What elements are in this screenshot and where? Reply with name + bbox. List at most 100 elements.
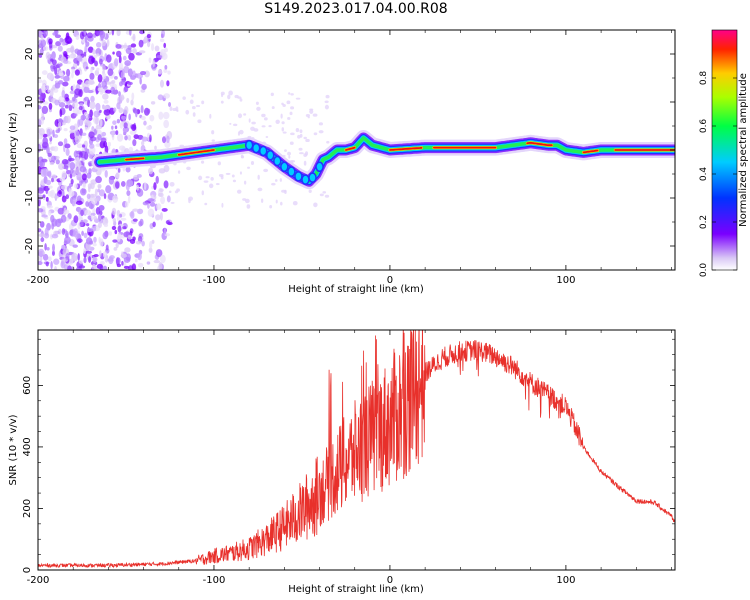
noise-speckle — [164, 233, 171, 237]
noise-speckle — [111, 80, 116, 84]
noise-speckle — [72, 84, 76, 92]
noise-speckle — [105, 244, 109, 251]
noise-speckle — [80, 209, 84, 217]
noise-speckle — [48, 170, 52, 179]
noise-speckle — [38, 194, 43, 201]
noise-speckle — [270, 92, 274, 97]
noise-speckle — [46, 145, 50, 155]
noise-speckle — [65, 115, 71, 124]
noise-speckle — [108, 256, 114, 265]
noise-speckle — [61, 170, 67, 179]
noise-speckle — [88, 256, 92, 263]
noise-speckle — [148, 247, 153, 253]
noise-speckle — [87, 79, 95, 85]
noise-speckle — [98, 236, 101, 244]
y-tick-label: 0 — [24, 147, 35, 153]
ridge-core — [582, 149, 599, 154]
noise-speckle — [71, 255, 78, 262]
noise-speckle — [41, 70, 48, 75]
noise-speckle — [79, 102, 84, 107]
noise-speckle — [116, 133, 124, 142]
noise-speckle — [78, 118, 84, 126]
noise-speckle — [122, 226, 127, 230]
noise-speckle — [53, 145, 59, 152]
noise-speckle — [325, 94, 330, 99]
noise-speckle — [38, 79, 43, 84]
noise-speckle — [127, 68, 133, 77]
noise-speckle — [60, 214, 67, 223]
noise-speckle — [130, 210, 135, 219]
snr-plot-area — [38, 330, 675, 570]
snr-x-ticks: -200 -100 0 100 — [27, 330, 672, 586]
noise-speckle — [118, 62, 124, 71]
noise-speckle — [163, 180, 169, 189]
noise-speckle — [85, 41, 90, 47]
noise-speckle — [81, 132, 87, 136]
ridge-blob — [258, 145, 268, 157]
noise-speckle — [50, 214, 55, 223]
noise-speckle — [125, 182, 130, 191]
noise-speckle — [247, 166, 251, 169]
noise-speckle — [73, 215, 79, 223]
noise-speckle — [138, 50, 146, 54]
noise-speckle — [57, 141, 64, 147]
noise-speckle — [309, 109, 314, 114]
noise-speckle — [76, 143, 83, 149]
noise-speckle — [154, 145, 157, 151]
noise-speckle — [105, 185, 112, 194]
noise-speckle — [83, 257, 87, 264]
noise-speckle — [111, 131, 115, 138]
noise-speckle — [65, 97, 70, 102]
noise-speckle — [53, 195, 60, 199]
noise-speckle — [269, 205, 273, 209]
y-tick-label: 20 — [24, 48, 35, 61]
noise-speckle — [139, 30, 145, 35]
noise-speckle — [42, 46, 49, 51]
noise-speckle — [122, 55, 127, 61]
ridge-blob — [308, 172, 317, 183]
noise-speckle — [256, 106, 261, 111]
noise-speckle — [257, 187, 263, 192]
noise-speckle — [115, 50, 122, 58]
noise-speckle — [58, 119, 64, 123]
noise-speckle — [107, 141, 112, 147]
noise-speckle — [93, 236, 97, 243]
noise-speckle — [158, 111, 164, 120]
noise-speckle — [42, 194, 46, 199]
noise-speckle — [237, 131, 241, 136]
noise-speckle — [61, 258, 66, 262]
noise-speckle — [97, 74, 103, 83]
noise-speckle — [59, 37, 64, 43]
noise-speckle — [324, 100, 329, 104]
noise-speckle — [140, 105, 144, 114]
noise-speckle — [110, 86, 116, 95]
snr-frame — [37, 329, 676, 571]
noise-speckle — [99, 109, 102, 113]
noise-speckle — [116, 263, 121, 268]
noise-speckle — [284, 149, 287, 152]
noise-speckle — [51, 51, 56, 60]
noise-speckle — [88, 131, 95, 139]
noise-speckle — [55, 41, 62, 47]
noise-speckle — [48, 102, 53, 110]
noise-speckle — [113, 58, 119, 67]
noise-speckle — [38, 119, 42, 126]
noise-speckle — [228, 90, 233, 96]
noise-speckle — [84, 126, 88, 131]
noise-speckle — [120, 217, 127, 221]
noise-speckle — [313, 132, 318, 136]
noise-speckle — [41, 79, 47, 87]
noise-speckle — [101, 39, 107, 47]
noise-speckle — [163, 93, 170, 99]
noise-speckle — [74, 69, 80, 76]
noise-speckle — [143, 181, 147, 191]
noise-speckle — [290, 93, 294, 96]
noise-speckle — [168, 190, 172, 194]
noise-speckle — [40, 237, 45, 243]
noise-speckle — [93, 215, 97, 221]
noise-speckle — [169, 106, 173, 111]
noise-speckle — [105, 89, 112, 94]
noise-speckle — [50, 261, 53, 270]
noise-speckle — [146, 40, 151, 48]
